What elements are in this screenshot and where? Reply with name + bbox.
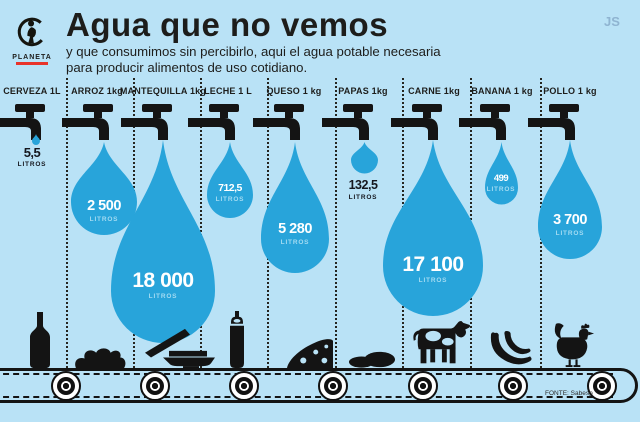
liters-unit: LITROS xyxy=(148,293,178,300)
subtitle-line-1: y que consumimos sin percibirlo, aqui el… xyxy=(66,44,441,59)
category-label-pollo: POLLO 1 kg xyxy=(543,86,597,96)
water-drop-arroz xyxy=(71,142,137,235)
liters-value: 5 280 xyxy=(278,221,312,237)
liters-value: 132,5 xyxy=(348,178,378,192)
liters-value: 18 000 xyxy=(132,269,194,292)
water-drop-queso xyxy=(261,142,329,273)
watermark: JS xyxy=(604,14,620,29)
faucet-icon xyxy=(528,104,579,140)
potatoes-icon xyxy=(348,351,396,368)
rice-pile-icon xyxy=(74,347,126,368)
column-separator xyxy=(66,78,68,368)
value-pollo: 3 700 LITROS xyxy=(510,213,630,237)
belt-wheel-icon xyxy=(140,371,170,401)
category-label-banana: BANANA 1 kg xyxy=(471,86,533,96)
liters-value: 5,5 xyxy=(23,145,41,160)
subtitle-line-2: para producir alimentos de uso cotidiano… xyxy=(66,60,308,75)
category-label-mantequilla: MANTEQUILLA 1kg xyxy=(119,86,207,96)
logo-brand: PLANETA xyxy=(12,54,52,61)
bananas-icon xyxy=(489,331,534,368)
water-drop-cerveza xyxy=(32,134,40,145)
water-drop-papas xyxy=(350,142,378,174)
water-drop-leche xyxy=(207,142,253,218)
value-arroz: 2 500 LITROS xyxy=(44,199,164,223)
butter-dish-icon xyxy=(143,326,221,368)
faucet-icon xyxy=(322,104,373,140)
category-label-leche: LECHE 1 L xyxy=(204,86,252,96)
planeta-logo-icon xyxy=(17,17,47,47)
liters-value: 712,5 xyxy=(218,182,242,194)
belt-wheel-icon xyxy=(318,371,348,401)
category-label-papas: PAPAS 1kg xyxy=(338,86,388,96)
liters-unit: LITROS xyxy=(215,195,245,203)
belt-wheel-icon xyxy=(51,371,81,401)
value-papas: 132,5 LITROS xyxy=(303,179,423,201)
beer-bottle-icon xyxy=(27,312,53,368)
faucet-icon xyxy=(0,104,45,140)
liters-value: 499 xyxy=(493,173,509,184)
milk-can-icon xyxy=(225,311,249,368)
liters-value: 3 700 xyxy=(553,212,587,228)
logo: PLANETA xyxy=(10,14,54,65)
value-mantequilla: 18 000 LITROS xyxy=(103,270,223,301)
liters-unit: LITROS xyxy=(348,193,378,201)
value-queso: 5 280 LITROS xyxy=(235,222,355,246)
category-label-cerveza: CERVEZA 1L xyxy=(3,86,61,96)
liters-value: 17 100 xyxy=(402,253,464,276)
cow-icon xyxy=(407,321,473,368)
column-separator xyxy=(335,78,337,368)
water-drop-carne xyxy=(383,140,483,316)
faucet-icon xyxy=(121,104,172,140)
liters-unit: LITROS xyxy=(280,238,310,246)
rooster-icon xyxy=(552,322,595,368)
category-label-arroz: ARROZ 1kg xyxy=(71,86,123,96)
water-drop-pollo xyxy=(538,140,602,259)
conveyor-belt xyxy=(0,368,638,403)
faucet-icon xyxy=(62,104,113,140)
liters-unit: LITROS xyxy=(555,229,585,237)
liters-unit: LITROS xyxy=(89,215,119,223)
category-label-carne: CARNE 1kg xyxy=(408,86,460,96)
liters-unit: LITROS xyxy=(486,185,516,193)
liters-value: 2 500 xyxy=(87,198,121,214)
faucet-icon xyxy=(253,104,304,140)
category-label-queso: QUESO 1 kg xyxy=(266,86,322,96)
belt-wheel-icon xyxy=(408,371,438,401)
belt-wheel-icon xyxy=(587,371,617,401)
logo-tagline xyxy=(16,62,48,65)
column-separator xyxy=(200,78,202,368)
belt-wheel-icon xyxy=(498,371,528,401)
water-drop-banana xyxy=(484,142,518,205)
liters-unit: LITROS xyxy=(418,277,448,284)
value-banana: 499 LITROS xyxy=(441,174,561,193)
faucet-icon xyxy=(188,104,239,140)
page-title: Agua que no vemos xyxy=(66,6,389,43)
faucet-icon xyxy=(459,104,510,140)
faucet-icon xyxy=(391,104,442,140)
source-credit: FONTE: Sabesp xyxy=(545,390,593,397)
water-drop-mantequilla xyxy=(111,140,215,343)
value-leche: 712,5 LITROS xyxy=(170,183,290,203)
value-carne: 17 100 LITROS xyxy=(373,254,493,285)
cheese-wedge-icon xyxy=(287,338,333,368)
value-cerveza: 5,5 LITROS xyxy=(0,146,92,169)
belt-wheel-icon xyxy=(229,371,259,401)
liters-unit: LITROS xyxy=(17,161,47,168)
